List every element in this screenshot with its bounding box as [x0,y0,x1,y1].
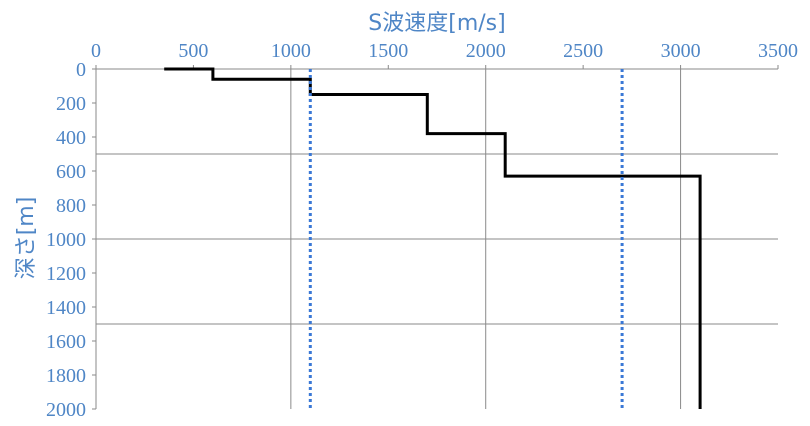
x-tick-label: 1500 [368,40,408,62]
x-tick-label: 0 [91,40,101,62]
y-tick-label: 200 [56,93,86,115]
y-tick-label: 1400 [46,297,86,319]
y-tick-label: 800 [56,195,86,217]
y-tick-label: 400 [56,127,86,149]
x-tick-labels: 0 500 1000 1500 2000 2500 3000 3500 [91,40,798,62]
grid-lines [96,69,778,409]
x-tick-label: 3500 [758,40,798,62]
x-tick-label: 500 [178,40,208,62]
x-tick-label: 2000 [466,40,506,62]
series-lines [164,67,702,409]
axis-lines [92,65,779,410]
x-tick-label: 3000 [661,40,701,62]
y-tick-label: 2000 [46,399,86,421]
x-tick-label: 2500 [563,40,603,62]
x-tick-label: 1000 [271,40,311,62]
y-tick-label: 1800 [46,365,86,387]
y-axis-title: 深さ[m] [14,197,39,280]
y-tick-label: 1600 [46,331,86,353]
x-axis-title: S波速度[m/s] [368,11,505,36]
velocity-profile-line [164,67,702,409]
y-tick-label: 0 [76,59,86,81]
y-tick-label: 1000 [46,229,86,251]
y-tick-label: 600 [56,161,86,183]
y-tick-labels: 0 200 400 600 800 1000 1200 1400 1600 1800 2000 [46,59,86,421]
y-tick-label: 1200 [46,263,86,285]
